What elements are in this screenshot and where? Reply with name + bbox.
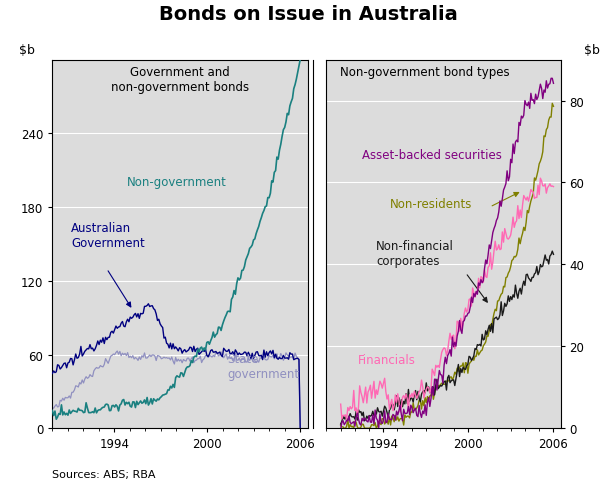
Text: Non-government bond types: Non-government bond types [340, 66, 509, 79]
Text: Non-residents: Non-residents [391, 197, 472, 211]
Text: $b: $b [19, 44, 35, 57]
Text: Non-financial
corporates: Non-financial corporates [376, 240, 454, 268]
Text: Government and
non-government bonds: Government and non-government bonds [111, 66, 249, 94]
Text: Bonds on Issue in Australia: Bonds on Issue in Australia [159, 5, 457, 24]
Text: Non-government: Non-government [127, 176, 227, 189]
Text: Asset-backed securities: Asset-backed securities [362, 149, 502, 162]
Text: Financials: Financials [358, 353, 416, 366]
Text: Sources: ABS; RBA: Sources: ABS; RBA [52, 469, 156, 479]
Text: Australian
Government: Australian Government [71, 222, 145, 250]
Text: State
government: State government [227, 352, 299, 380]
Text: $b: $b [584, 44, 600, 57]
